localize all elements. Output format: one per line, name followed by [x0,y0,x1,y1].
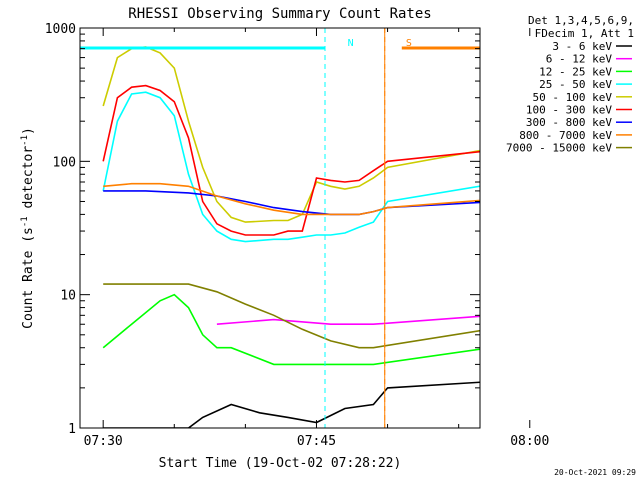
chart-title: RHESSI Observing Summary Count Rates [128,6,431,22]
y-axis: 1 10 100 1000 [45,22,480,437]
legend-label-4: 50 - 100 keV [533,91,613,104]
legend-label-8: 7000 - 15000 keV [506,142,612,155]
series-line-5 [102,84,480,236]
y-tick-label-2: 100 [53,155,76,170]
y-tick-label-1: 10 [60,289,76,304]
y-tick-label-0: 1 [68,422,76,437]
series-line-0 [103,381,480,428]
legend: Det 1,3,4,5,6,9, FDecim 1, Att 1 3 - 6 k… [506,14,634,155]
y-axis-label: Count Rate (s-1 detector-1) [20,127,36,329]
series-line-2 [102,293,480,366]
x-tick-label-0: 07:30 [84,434,123,449]
series-line-8 [103,283,480,349]
y-tick-label-3: 1000 [45,22,76,37]
plot-frame [79,27,481,429]
legend-label-7: 800 - 7000 keV [519,129,612,142]
legend-label-5: 100 - 300 keV [526,104,612,117]
flag-1: S [406,38,412,49]
series-line-3 [102,91,480,243]
flag-0: N [348,38,354,49]
x-tick-label-1: 07:45 [297,434,336,449]
series-line-1 [216,315,480,326]
legend-label-2: 12 - 25 keV [539,65,612,78]
legend-label-3: 25 - 50 keV [539,78,612,91]
legend-label-6: 300 - 800 keV [526,116,612,129]
legend-header-line2: FDecim 1, Att 1 [535,27,634,40]
series-line-7 [103,182,480,216]
legend-label-1: 6 - 12 keV [546,53,613,66]
series-line-4 [102,46,480,223]
x-tick-label-2: 08:00 [510,434,549,449]
timestamp: 20-Oct-2021 09:29 [554,468,636,477]
series-line-6 [103,190,480,216]
x-axis-label: Start Time (19-Oct-02 07:28:22) [159,456,402,471]
legend-header-line1: Det 1,3,4,5,6,9, [528,14,634,27]
legend-label-0: 3 - 6 keV [552,40,612,53]
